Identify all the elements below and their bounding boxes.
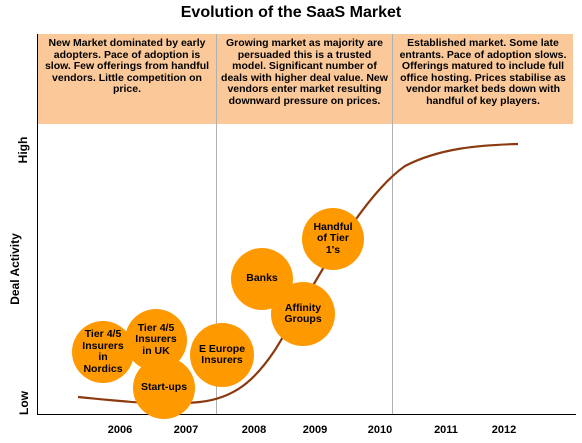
x-tick-label: 2006 bbox=[107, 424, 133, 436]
phase-growth-text: Growing market as majority are persuaded… bbox=[217, 34, 392, 124]
y-axis-low-label: Low bbox=[17, 391, 31, 415]
x-tick-label: 2008 bbox=[241, 424, 267, 436]
x-tick-label: 2010 bbox=[367, 424, 393, 436]
chart-title: Evolution of the SaaS Market bbox=[180, 4, 402, 21]
phase-early-text: New Market dominated by early adopters. … bbox=[38, 34, 216, 124]
phase-established-text: Established market. Some late entrants. … bbox=[393, 34, 573, 124]
bubble-tier1: Handful of Tier 1's bbox=[302, 208, 364, 270]
y-axis-label: Deal Activity bbox=[8, 233, 22, 305]
bubble-e-europe-insurers: E Europe Insurers bbox=[190, 323, 254, 387]
x-tick-label: 2011 bbox=[434, 424, 458, 436]
bubble-tier45-nordics: Tier 4/5 Insurers in Nordics bbox=[72, 321, 134, 383]
x-tick-label: 2012 bbox=[491, 424, 517, 436]
y-axis-high-label: High bbox=[16, 136, 30, 164]
x-tick-label: 2007 bbox=[173, 424, 199, 436]
bubble-start-ups: Start-ups bbox=[133, 357, 195, 419]
x-tick-label: 2009 bbox=[302, 424, 328, 436]
bubble-affinity-groups: Affinity Groups bbox=[271, 282, 335, 346]
